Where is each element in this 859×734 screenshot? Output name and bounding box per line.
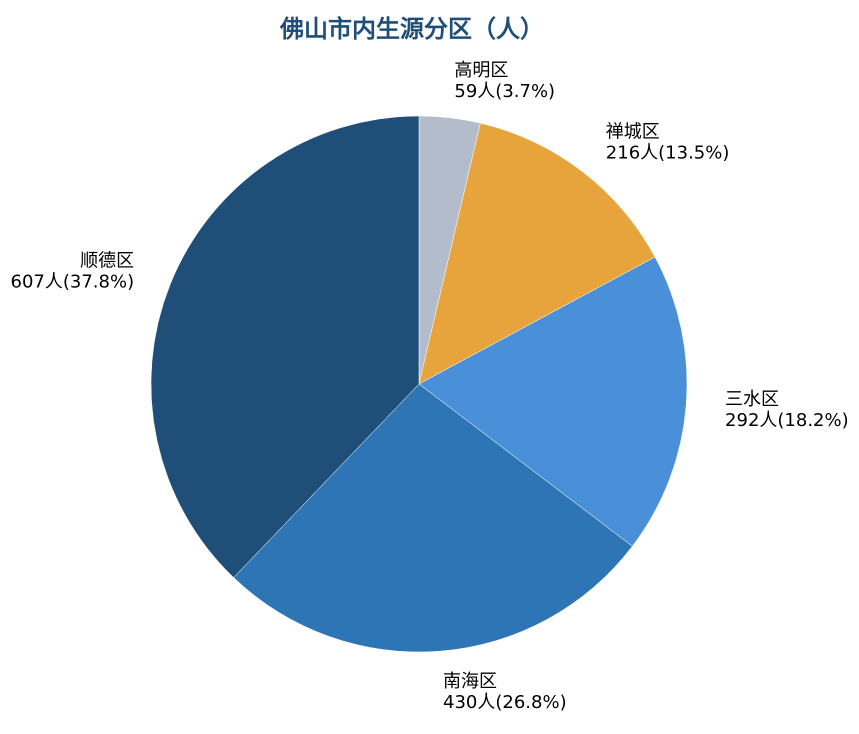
pie-slice <box>233 383 633 653</box>
slice-value-label: 292人(18.2%) <box>725 410 849 431</box>
pie-slice <box>418 122 656 385</box>
pie-slice <box>150 115 420 578</box>
slice-category-label: 高明区 <box>454 60 508 81</box>
slice-category-label: 顺德区 <box>80 251 134 272</box>
slice-category-label: 三水区 <box>725 389 779 410</box>
slice-value-label: 607人(37.8%) <box>11 272 135 293</box>
chart-title: 佛山市内生源分区（人） <box>279 15 544 43</box>
slice-category-label: 禅城区 <box>606 121 660 142</box>
pie-slices <box>150 115 688 653</box>
slice-category-label: 南海区 <box>443 671 497 692</box>
slice-value-label: 59人(3.7%) <box>454 81 555 102</box>
slice-value-label: 216人(13.5%) <box>606 142 730 163</box>
slice-value-label: 430人(26.8%) <box>443 692 567 713</box>
pie-slice <box>418 256 688 547</box>
